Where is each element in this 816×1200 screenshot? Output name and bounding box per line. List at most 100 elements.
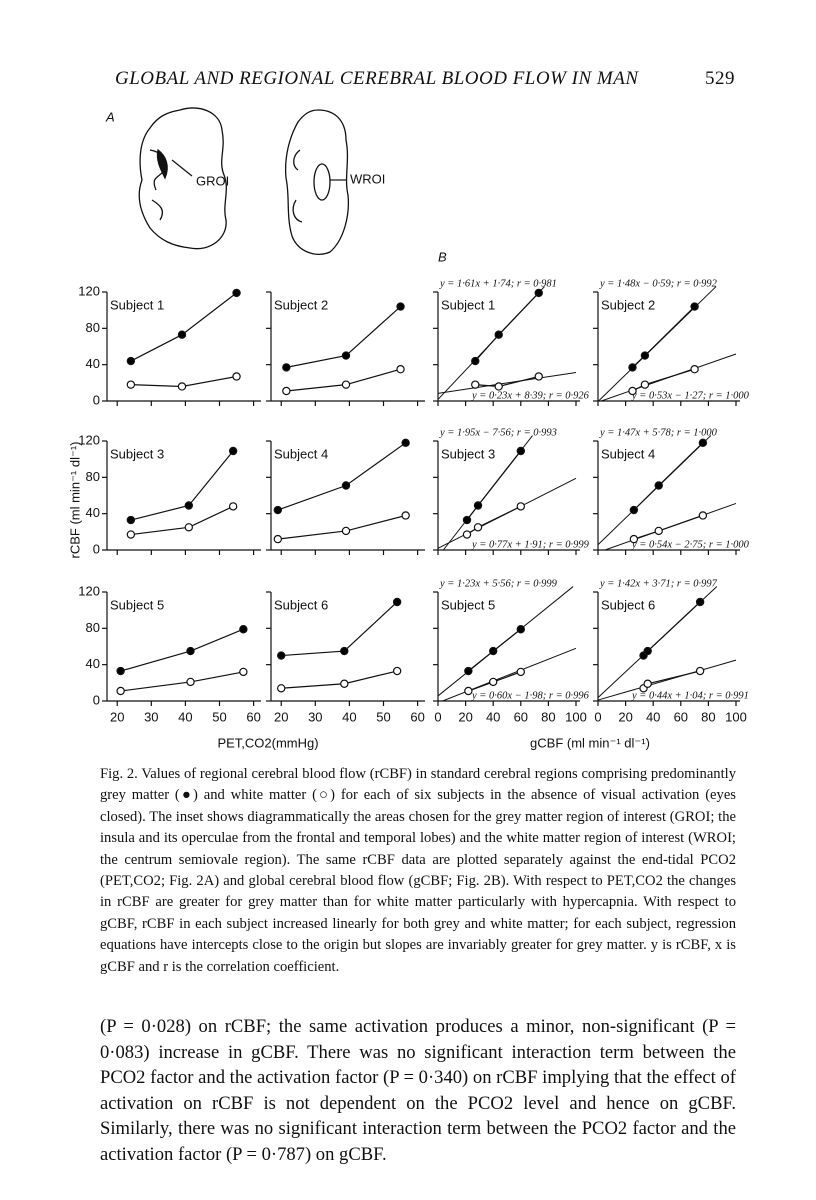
data-point	[698, 511, 708, 520]
series-line	[130, 505, 234, 536]
panel: 20 30 40 50 60 Subject 6	[266, 591, 425, 724]
subject-label: Subject 4	[601, 446, 655, 461]
data-point	[462, 515, 472, 525]
data-point	[239, 625, 248, 634]
x-tick-label: 100	[565, 709, 587, 724]
subject-label: Subject 3	[110, 446, 164, 461]
data-point	[340, 679, 349, 688]
regression-line	[597, 659, 737, 701]
data-point	[628, 386, 637, 396]
running-title: GLOBAL AND REGIONAL CEREBRAL BLOOD FLOW …	[115, 68, 639, 89]
data-point	[534, 288, 543, 298]
x-tick-label: 60	[514, 709, 528, 724]
data-point	[628, 363, 637, 372]
x-tick-label: 30	[144, 709, 158, 724]
data-point	[462, 530, 472, 539]
page-number: 529	[705, 68, 735, 89]
x-tick-label: 20	[618, 709, 632, 724]
series-line	[120, 671, 244, 692]
series-line	[281, 670, 398, 689]
data-point	[494, 382, 503, 391]
data-point	[516, 667, 526, 677]
regression-equation: y = 0·77x + 1·91; r = 0·999	[471, 539, 590, 550]
data-point	[340, 646, 349, 656]
series-line	[633, 514, 704, 540]
x-tick-label: 0	[594, 709, 601, 724]
panel: 0 40 80 120 20 30 40 50 60 Subject 5	[78, 583, 261, 724]
regression-equation: y = 1·42x + 3·71; r = 0·997	[599, 578, 718, 589]
figure: A B GROI WROI rCBF (ml min⁻¹ dl⁻¹) PET,C…	[67, 107, 750, 750]
panel: 0 20 40 60 80 100 Subject 6 y = 1·42x + 3·71; r…	[593, 578, 749, 724]
data-point	[232, 372, 241, 381]
data-point	[534, 372, 543, 381]
data-point	[401, 511, 410, 520]
data-point	[273, 534, 283, 544]
data-point	[392, 666, 402, 676]
panel: 0 40 80 120 Subject 1	[78, 283, 261, 407]
data-point	[282, 363, 291, 372]
data-point	[341, 351, 351, 360]
subject-label: Subject 6	[274, 597, 328, 612]
brain-inset-white	[284, 109, 350, 255]
data-point	[228, 446, 238, 456]
panel: Subject 2 y = 1·48x − 0·59; r = 0·992 y = …	[593, 278, 750, 406]
data-point	[396, 302, 405, 311]
x-tick-label: 80	[541, 709, 555, 724]
regression-line	[437, 371, 577, 394]
data-point	[116, 686, 125, 696]
body-text: (P = 0·028) on rCBF; the same activation…	[100, 1016, 736, 1165]
data-point	[401, 438, 410, 448]
x-tick-label: 60	[246, 709, 260, 724]
data-point	[473, 523, 483, 532]
y-tick-label: 80	[86, 320, 100, 335]
regression-equation: y = 0·44x + 1·04; r = 0·991	[631, 690, 749, 701]
x-axis-label: gCBF (ml min⁻¹ dl⁻¹)	[530, 735, 650, 750]
y-tick-label: 40	[86, 356, 100, 371]
data-point	[341, 380, 351, 389]
data-point	[277, 684, 286, 693]
data-point	[698, 438, 708, 448]
panel: 0 40 80 120 Subject 3	[78, 432, 261, 556]
x-tick-label: 60	[674, 709, 688, 724]
y-tick-label: 80	[86, 620, 100, 635]
y-tick-label: 120	[78, 432, 100, 447]
panel: 0 20 40 60 80 100 Subject 5 y = 1·23x + 5·56; r…	[433, 578, 590, 724]
y-tick-label: 120	[78, 583, 100, 598]
regression-equation: y = 1·48x − 0·59; r = 0·992	[599, 278, 718, 289]
subject-label: Subject 1	[441, 297, 495, 312]
series-line	[632, 368, 695, 392]
y-tick-label: 40	[86, 505, 100, 520]
data-point	[629, 534, 639, 544]
subject-label: Subject 2	[274, 297, 328, 312]
x-tick-label: 50	[376, 709, 390, 724]
data-point	[695, 597, 705, 607]
panel: Subject 3 y = 1·95x − 7·56; r = 0·993 y = …	[433, 427, 590, 555]
data-point	[690, 365, 699, 374]
subject-label: Subject 2	[601, 297, 655, 312]
x-tick-label: 50	[212, 709, 226, 724]
series-line	[277, 514, 406, 540]
data-point	[282, 386, 291, 396]
x-tick-label: 20	[458, 709, 472, 724]
regression-equation: y = 0·53x − 1·27; r = 1·000	[631, 390, 750, 401]
regression-equation: y = 0·54x − 2·75; r = 1·000	[631, 539, 750, 550]
data-point	[516, 446, 526, 456]
data-point	[516, 625, 526, 634]
subject-label: Subject 5	[441, 597, 495, 612]
data-point	[341, 526, 351, 536]
data-point	[273, 505, 283, 515]
panel: Subject 4	[266, 438, 425, 555]
x-tick-label: 80	[701, 709, 715, 724]
wroi-label: WROI	[350, 171, 385, 186]
data-point	[126, 515, 136, 525]
data-point	[186, 646, 195, 656]
x-tick-label: 20	[274, 709, 288, 724]
data-point	[464, 666, 473, 676]
series-line	[643, 670, 701, 689]
data-point	[177, 382, 187, 391]
regression-equation: y = 1·47x + 5·78; r = 1·000	[599, 427, 718, 438]
data-point	[184, 501, 194, 510]
data-point	[471, 380, 480, 389]
series-line	[475, 375, 539, 388]
